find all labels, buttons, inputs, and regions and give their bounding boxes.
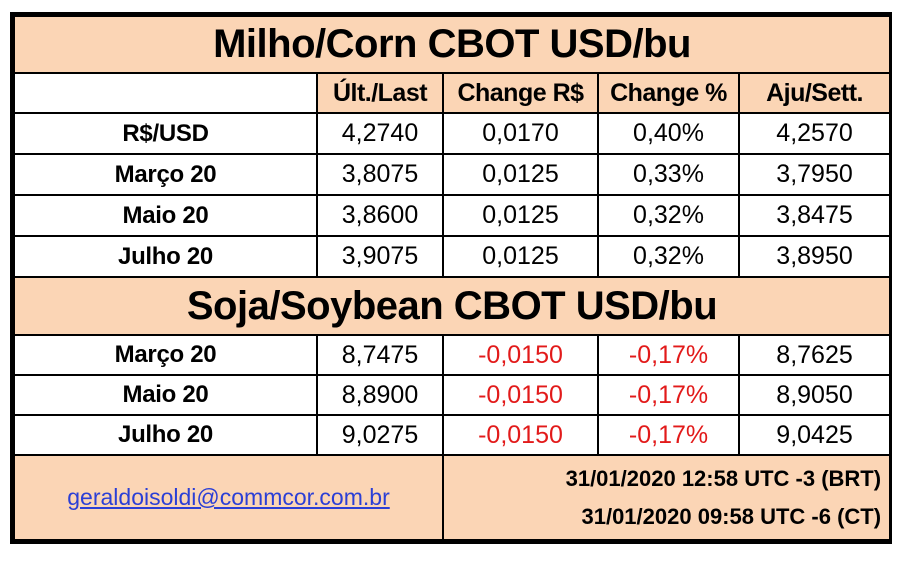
table-row: Março 20 8,7475 -0,0150 -0,17% 8,7625 bbox=[13, 334, 892, 376]
table-row: Maio 20 8,8900 -0,0150 -0,17% 8,9050 bbox=[13, 374, 892, 416]
change-rs-value: 0,0170 bbox=[442, 112, 599, 155]
last-value: 3,8075 bbox=[316, 153, 444, 196]
settle-value: 8,7625 bbox=[737, 334, 892, 376]
email-link[interactable]: geraldoisoldi@commcor.com.br bbox=[67, 484, 390, 510]
change-rs-value: 0,0125 bbox=[442, 194, 599, 237]
settle-value: 4,2570 bbox=[737, 112, 892, 155]
settle-value: 3,8475 bbox=[737, 194, 892, 237]
change-pct-value: 0,32% bbox=[597, 235, 740, 278]
row-label: Julho 20 bbox=[13, 414, 318, 456]
last-value: 9,0275 bbox=[316, 414, 444, 456]
row-label: Maio 20 bbox=[13, 194, 318, 237]
header-change-pct: Change % bbox=[597, 72, 740, 114]
row-label: Julho 20 bbox=[13, 235, 318, 278]
corn-title-row: Milho/Corn CBOT USD/bu bbox=[12, 15, 892, 74]
timestamp-cell: 31/01/2020 12:58 UTC -3 (BRT) 31/01/2020… bbox=[441, 454, 892, 541]
table-row: Julho 20 9,0275 -0,0150 -0,17% 9,0425 bbox=[13, 414, 892, 456]
header-blank bbox=[13, 72, 318, 114]
last-value: 4,2740 bbox=[316, 112, 444, 155]
soy-title-row: Soja/Soybean CBOT USD/bu bbox=[12, 276, 892, 336]
change-pct-value: 0,33% bbox=[597, 153, 740, 196]
change-rs-value: -0,0150 bbox=[442, 374, 599, 416]
change-pct-value: 0,40% bbox=[597, 112, 740, 155]
change-pct-value: -0,17% bbox=[597, 334, 740, 376]
last-value: 3,9075 bbox=[316, 235, 444, 278]
change-rs-value: 0,0125 bbox=[442, 153, 599, 196]
last-value: 8,8900 bbox=[316, 374, 444, 416]
row-label: Março 20 bbox=[13, 153, 318, 196]
row-label: R$/USD bbox=[13, 112, 318, 155]
column-header-row: Últ./Last Change R$ Change % Aju/Sett. bbox=[13, 72, 892, 114]
soy-title: Soja/Soybean CBOT USD/bu bbox=[12, 276, 892, 336]
corn-title: Milho/Corn CBOT USD/bu bbox=[12, 15, 892, 74]
change-pct-value: 0,32% bbox=[597, 194, 740, 237]
change-rs-value: 0,0125 bbox=[442, 235, 599, 278]
row-label: Maio 20 bbox=[13, 374, 318, 416]
quote-table: Milho/Corn CBOT USD/bu Últ./Last Change … bbox=[12, 15, 892, 541]
timestamp-brt: 31/01/2020 12:58 UTC -3 (BRT) bbox=[565, 465, 882, 491]
table-row: Julho 20 3,9075 0,0125 0,32% 3,8950 bbox=[13, 235, 892, 278]
change-pct-value: -0,17% bbox=[597, 374, 740, 416]
last-value: 3,8600 bbox=[316, 194, 444, 237]
table-row: Maio 20 3,8600 0,0125 0,32% 3,8475 bbox=[13, 194, 892, 237]
last-value: 8,7475 bbox=[316, 334, 444, 376]
settle-value: 3,8950 bbox=[737, 235, 892, 278]
change-pct-value: -0,17% bbox=[597, 414, 740, 456]
settle-value: 8,9050 bbox=[737, 374, 892, 416]
settle-value: 9,0425 bbox=[737, 414, 892, 456]
settle-value: 3,7950 bbox=[737, 153, 892, 196]
change-rs-value: -0,0150 bbox=[442, 414, 599, 456]
email-cell: geraldoisoldi@commcor.com.br bbox=[13, 454, 444, 541]
footer-row: geraldoisoldi@commcor.com.br 31/01/2020 … bbox=[13, 454, 892, 541]
header-change-rs: Change R$ bbox=[442, 72, 599, 114]
header-settle: Aju/Sett. bbox=[737, 72, 892, 114]
quote-sheet: Milho/Corn CBOT USD/bu Últ./Last Change … bbox=[10, 12, 892, 544]
change-rs-value: -0,0150 bbox=[442, 334, 599, 376]
timestamp-ct: 31/01/2020 09:58 UTC -6 (CT) bbox=[581, 503, 882, 529]
header-last: Últ./Last bbox=[316, 72, 444, 114]
table-row: Março 20 3,8075 0,0125 0,33% 3,7950 bbox=[13, 153, 892, 196]
row-label: Março 20 bbox=[13, 334, 318, 376]
table-row: R$/USD 4,2740 0,0170 0,40% 4,2570 bbox=[13, 112, 892, 155]
